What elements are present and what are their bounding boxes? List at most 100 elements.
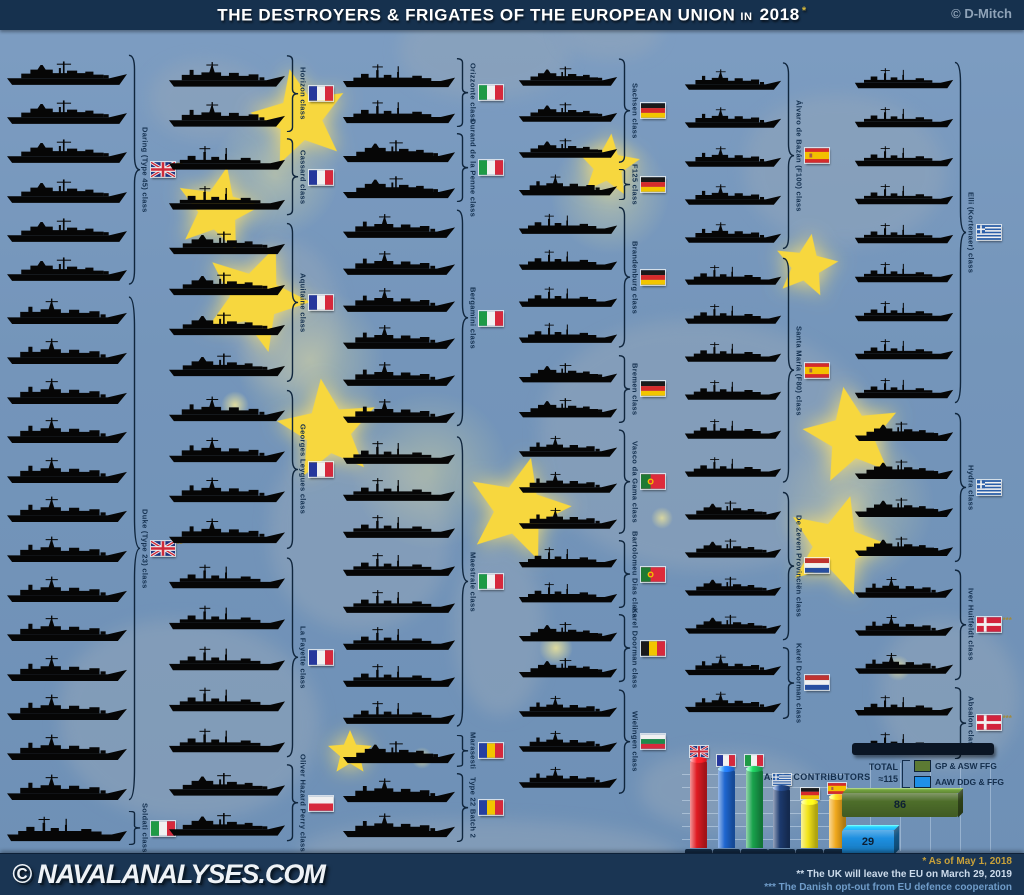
bar-column — [773, 788, 791, 848]
ship-silhouette — [168, 302, 286, 343]
ship-stack — [518, 354, 618, 424]
ship-class-group: Marasesti — [342, 732, 518, 770]
ro-flag — [478, 800, 503, 815]
group-bracket — [456, 772, 469, 843]
ship-silhouette — [6, 130, 128, 169]
class-label: Horizon class — [298, 67, 308, 121]
bracket-brace — [618, 540, 631, 608]
es-flag-icon — [828, 783, 847, 794]
ship-silhouette — [518, 464, 618, 500]
ship-silhouette — [518, 205, 618, 241]
ship-silhouette — [6, 687, 128, 727]
de-flag-icon — [640, 381, 665, 397]
bar-column — [717, 769, 735, 848]
ship-stack — [168, 555, 286, 760]
ship-stack — [854, 411, 954, 564]
ship-silhouette — [684, 528, 782, 566]
ship-class-group: Karel Doorman class — [684, 643, 844, 723]
ship-silhouette — [684, 447, 782, 485]
ship-silhouette — [168, 719, 286, 760]
group-bracket — [954, 686, 967, 760]
ship-class-group: Georges Leygues class — [168, 386, 348, 553]
group-bracket — [286, 137, 299, 216]
de-flag — [800, 788, 819, 799]
group-bracket — [618, 613, 631, 683]
pt-flag — [640, 567, 665, 582]
de-flag — [640, 177, 665, 193]
bracket-brace — [618, 206, 631, 348]
ship-stack — [168, 388, 286, 551]
ship-class-group: Iver Huitfeldt class *** — [854, 566, 1016, 684]
eu-star-icon — [238, 56, 361, 179]
group-label: Elli (Kortenaer) class — [967, 58, 1016, 407]
group-label: Wielingen class — [631, 688, 680, 795]
ship-silhouette — [6, 810, 128, 846]
ship-class-group: F125 class — [518, 164, 680, 205]
nl-flag — [804, 675, 829, 691]
eu-star-icon — [571, 129, 646, 204]
group-label: Santa María (F80) class — [795, 255, 844, 485]
fleet-column: Daring (Type 45) class**Duke (Type 23) c… — [6, 50, 190, 853]
pt-flag — [640, 474, 665, 489]
class-label: Durand de la Penne class — [468, 118, 478, 217]
bar-column — [801, 802, 819, 848]
uk-flag-icon — [689, 746, 708, 757]
ship-class-group: Álvaro de Bazán (F100) class — [684, 58, 844, 253]
class-label: Santa María (F80) class — [794, 325, 804, 416]
ship-silhouette — [518, 129, 618, 165]
fr-flag-icon — [308, 649, 333, 665]
contributor-bar — [796, 788, 824, 856]
ship-silhouette — [854, 368, 954, 407]
contributor-bar — [712, 755, 740, 856]
group-bracket — [954, 58, 967, 407]
class-label: La Fayette class — [298, 625, 308, 689]
ship-silhouette — [6, 648, 128, 688]
ship-silhouette — [684, 213, 782, 251]
pt-flag-icon — [640, 474, 665, 489]
ship-class-group: Vasco da Gama class — [518, 426, 680, 537]
group-label: Absalon class *** — [967, 686, 1016, 760]
group-bracket — [618, 354, 631, 424]
group-label: Type 22 Batch 2 — [469, 772, 518, 843]
ship-silhouette — [342, 168, 456, 204]
nl-flag-icon — [804, 558, 829, 573]
ship-stack — [518, 168, 618, 201]
eu-star-icon — [450, 442, 586, 578]
ship-silhouette — [854, 97, 954, 136]
footnote: *** The Danish opt-out from EU defence c… — [764, 882, 1012, 893]
group-label: Iver Huitfeldt class *** — [967, 568, 1016, 682]
ship-stack — [518, 688, 618, 795]
ship-stack — [342, 772, 456, 843]
ship-silhouette — [854, 411, 954, 449]
group-label: F125 class — [631, 164, 680, 205]
ship-silhouette — [6, 170, 128, 209]
group-label: De Zeven Provinciën class — [795, 490, 844, 642]
group-bracket — [954, 568, 967, 682]
ship-class-group: Bremen class — [518, 352, 680, 426]
ship-silhouette — [6, 767, 128, 807]
ship-class-group: Santa María (F80) class — [684, 253, 844, 487]
class-label: Wielingen class — [630, 710, 640, 772]
panel-cap-bar — [852, 743, 994, 755]
ship-stack — [518, 613, 618, 683]
ship-silhouette — [6, 291, 128, 331]
ship-stack — [168, 54, 286, 133]
group-bracket — [286, 388, 299, 551]
bracket-brace — [286, 222, 299, 383]
group-label: Bergamini class — [469, 207, 518, 429]
de-flag-icon — [800, 788, 819, 799]
legend-swatch — [914, 776, 931, 788]
legend-label: GP & ASW FFG — [935, 761, 997, 771]
ship-silhouette — [168, 429, 286, 470]
ship-silhouette — [854, 686, 954, 723]
bracket-brace — [618, 355, 631, 423]
title-main: THE DESTROYERS & FRIGATES OF THE EUROPEA… — [217, 5, 736, 25]
uk-flag-icon — [150, 541, 175, 557]
class-label: Sachsen class — [630, 82, 640, 139]
ship-class-group: Horizon class — [168, 52, 348, 135]
bracket-brace — [954, 687, 967, 759]
nl-flag-icon — [804, 675, 829, 691]
chart-bars — [682, 746, 854, 856]
ship-silhouette — [342, 693, 456, 730]
grid-line — [682, 813, 848, 814]
